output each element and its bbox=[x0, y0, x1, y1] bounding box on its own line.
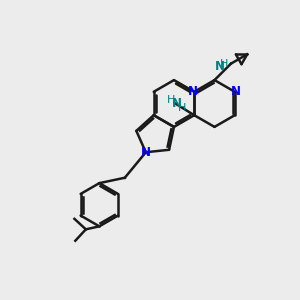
Text: H: H bbox=[220, 59, 229, 69]
Text: H: H bbox=[167, 94, 175, 105]
Text: N: N bbox=[231, 85, 241, 98]
Text: N: N bbox=[215, 60, 225, 73]
Text: N: N bbox=[172, 97, 182, 110]
Text: H: H bbox=[178, 103, 186, 113]
Text: N: N bbox=[188, 85, 198, 98]
Text: N: N bbox=[141, 146, 151, 159]
